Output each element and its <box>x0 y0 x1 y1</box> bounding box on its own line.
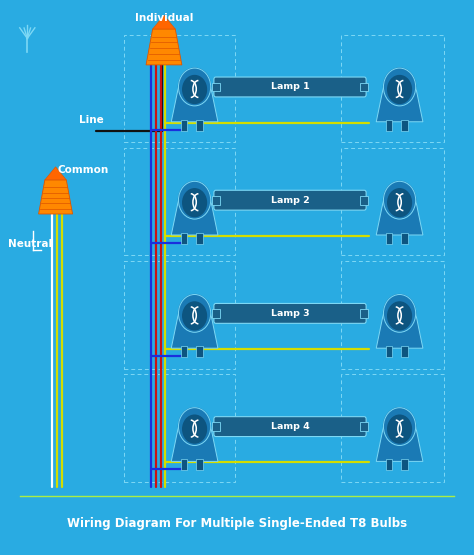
Bar <box>341 374 444 482</box>
Bar <box>212 309 219 318</box>
Bar <box>196 346 203 357</box>
Bar <box>385 460 392 470</box>
Bar <box>124 148 235 255</box>
Bar <box>385 120 392 131</box>
Polygon shape <box>171 314 218 348</box>
Circle shape <box>388 415 411 443</box>
Text: Line: Line <box>79 114 104 124</box>
Bar <box>360 422 368 431</box>
Bar <box>360 309 368 318</box>
Bar <box>212 422 219 431</box>
Circle shape <box>179 68 211 106</box>
Text: Neutral: Neutral <box>9 239 53 249</box>
Text: Lamp 3: Lamp 3 <box>271 309 310 318</box>
Polygon shape <box>376 200 423 235</box>
Circle shape <box>182 189 207 216</box>
Polygon shape <box>376 87 423 122</box>
Circle shape <box>179 408 211 446</box>
Bar <box>124 261 235 369</box>
Bar <box>401 346 408 357</box>
Polygon shape <box>376 314 423 348</box>
Polygon shape <box>146 29 182 65</box>
Bar <box>212 196 219 205</box>
Circle shape <box>383 295 416 332</box>
Bar <box>360 83 368 92</box>
Bar <box>181 346 187 357</box>
Text: Common: Common <box>58 165 109 175</box>
Circle shape <box>388 75 411 103</box>
Bar <box>401 460 408 470</box>
Circle shape <box>182 302 207 330</box>
Bar <box>385 233 392 244</box>
Bar <box>341 261 444 369</box>
Text: Lamp 4: Lamp 4 <box>271 422 310 431</box>
Polygon shape <box>171 427 218 461</box>
Circle shape <box>179 181 211 219</box>
Text: Lamp 1: Lamp 1 <box>271 83 310 92</box>
Polygon shape <box>376 427 423 461</box>
Bar <box>124 34 235 142</box>
Circle shape <box>383 408 416 446</box>
FancyBboxPatch shape <box>214 304 366 324</box>
Circle shape <box>383 181 416 219</box>
Bar <box>196 233 203 244</box>
Circle shape <box>388 302 411 330</box>
Text: Lamp 2: Lamp 2 <box>271 196 310 205</box>
Bar <box>212 83 219 92</box>
Polygon shape <box>38 180 73 214</box>
Polygon shape <box>171 87 218 122</box>
Text: Wiring Diagram For Multiple Single-Ended T8 Bulbs: Wiring Diagram For Multiple Single-Ended… <box>67 517 407 529</box>
Bar <box>360 196 368 205</box>
Circle shape <box>182 75 207 103</box>
Bar <box>341 34 444 142</box>
Polygon shape <box>45 167 66 180</box>
Bar <box>181 120 187 131</box>
Bar <box>341 148 444 255</box>
Bar <box>181 233 187 244</box>
Circle shape <box>179 295 211 332</box>
Bar <box>401 120 408 131</box>
Bar <box>385 346 392 357</box>
Bar <box>181 460 187 470</box>
FancyBboxPatch shape <box>214 77 366 97</box>
FancyBboxPatch shape <box>214 417 366 437</box>
Circle shape <box>182 415 207 443</box>
Circle shape <box>383 68 416 106</box>
FancyBboxPatch shape <box>214 190 366 210</box>
Bar <box>196 120 203 131</box>
Bar <box>124 374 235 482</box>
Polygon shape <box>171 200 218 235</box>
Bar <box>196 460 203 470</box>
Text: Individual: Individual <box>135 13 193 23</box>
Polygon shape <box>153 15 175 29</box>
Circle shape <box>388 189 411 216</box>
Bar <box>401 233 408 244</box>
